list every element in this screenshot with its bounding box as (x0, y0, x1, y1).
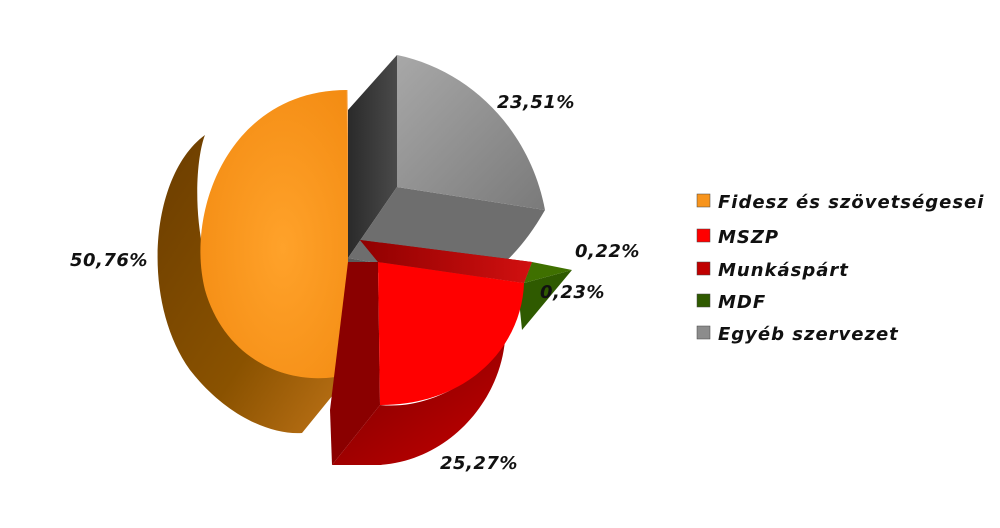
legend-swatch-mdf (696, 293, 711, 308)
pie-slice-fidesz (157, 89, 351, 434)
pie-slice-mszp (330, 240, 532, 465)
legend-swatch-egyeb (696, 325, 711, 340)
pie-slice-mszp-top-edge (360, 240, 532, 283)
legend-item-egyeb: Egyéb szervezet (696, 324, 899, 345)
data-label-mszp: 25,27% (440, 453, 518, 474)
legend-label-mszp: MSZP (718, 227, 779, 248)
pie-slice-mdf-top (524, 262, 572, 283)
legend-label-mdf: MDF (718, 292, 766, 313)
legend-item-fidesz: Fidesz és szövetségesei (696, 192, 984, 213)
pie-slice-mszp-top (378, 262, 524, 405)
pie-slice-fidesz-side (157, 135, 350, 434)
pie-slice-mdf (518, 262, 572, 330)
legend-label-munkaspart: Munkáspárt (718, 260, 849, 281)
legend-item-mdf: MDF (696, 292, 766, 313)
legend-swatch-fidesz (696, 193, 711, 208)
legend-swatch-mszp (696, 228, 711, 243)
pie-slice-mdf-face (518, 270, 572, 330)
legend-swatch-munkaspart (696, 261, 711, 276)
pie-slice-fidesz-top (200, 90, 350, 379)
data-label-fidesz: 50,76% (70, 250, 148, 271)
pie-slice-mszp-side-left (330, 262, 380, 465)
pie-slice-egyeb-top (397, 55, 545, 210)
legend-item-mszp: MSZP (696, 227, 779, 248)
pie-slice-mszp-side-bottom (332, 340, 505, 465)
legend-label-fidesz: Fidesz és szövetségesei (718, 192, 984, 213)
data-label-egyeb: 23,51% (497, 92, 575, 113)
data-label-munkaspart: 0,22% (575, 241, 640, 262)
legend-item-munkaspart: Munkáspárt (696, 260, 849, 281)
legend: Fidesz és szövetségesei MSZP Munkáspárt … (696, 192, 984, 345)
pie-slice-egyeb-left-face (348, 55, 397, 258)
legend-label-egyeb: Egyéb szervezet (718, 324, 899, 345)
data-label-mdf: 0,23% (540, 282, 605, 303)
